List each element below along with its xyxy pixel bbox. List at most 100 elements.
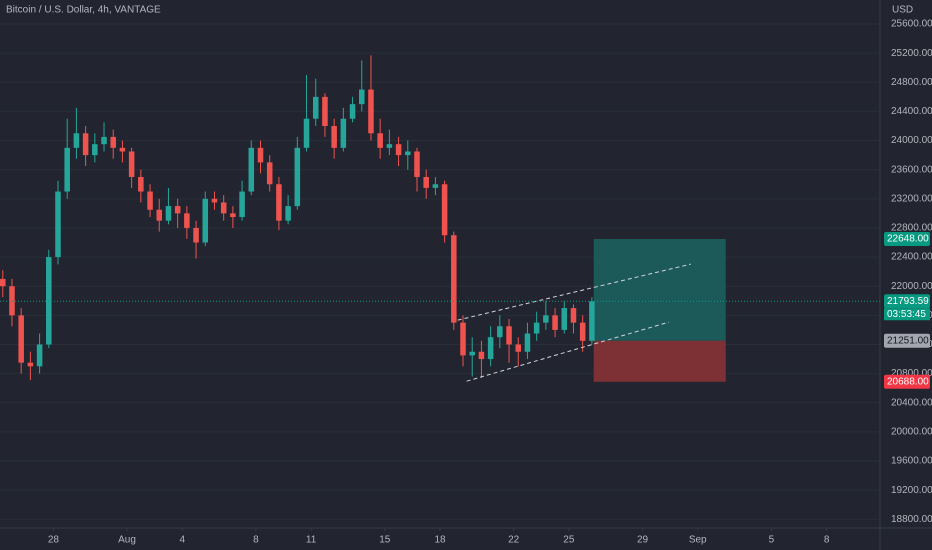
x-tick-label: 15 — [379, 535, 391, 546]
candle-body — [533, 322, 540, 334]
candle-body — [239, 191, 245, 218]
candle-body — [266, 162, 273, 185]
stop-label-bg — [884, 374, 930, 389]
candle-body — [312, 96, 319, 119]
candle-body — [552, 315, 558, 330]
y-tick-label: 19200.00 — [891, 485, 932, 496]
x-tick-label: 29 — [637, 535, 649, 546]
x-tick-label: Sep — [689, 535, 707, 546]
candle-body — [515, 344, 522, 352]
x-tick-label: 11 — [306, 535, 317, 546]
x-tick-label: 8 — [824, 535, 830, 546]
candle-body — [331, 125, 337, 148]
x-tick-label: 18 — [434, 535, 446, 546]
candle-body — [128, 151, 135, 177]
target-label-bg — [884, 232, 930, 247]
candle-body — [55, 191, 61, 258]
countdown-bg — [884, 308, 930, 321]
candle-body — [451, 235, 457, 323]
candle-body — [0, 278, 6, 287]
candle-body — [138, 176, 144, 192]
candle-body — [101, 136, 107, 145]
y-tick-label: 25600.00 — [891, 19, 932, 30]
x-tick-label: Aug — [118, 535, 136, 546]
candle-body — [36, 344, 43, 367]
candle-body — [570, 308, 577, 323]
candle-body — [193, 227, 199, 243]
candle-body — [294, 147, 301, 207]
candle-body — [469, 351, 475, 356]
loss-zone — [593, 340, 726, 382]
chart-title: Bitcoin / U.S. Dollar, 4h, VANTAGE — [6, 5, 161, 16]
trend-line — [466, 321, 669, 382]
stop-label: 20688.00 — [887, 376, 929, 387]
y-tick-label: 18800.00 — [891, 514, 932, 525]
y-tick-label: 22800.00 — [891, 223, 932, 234]
candle-body — [165, 206, 172, 221]
candle-body — [156, 209, 163, 221]
candle-body — [561, 308, 568, 330]
entry-label-bg — [884, 333, 930, 348]
candle-body — [64, 147, 70, 192]
candle-body — [589, 301, 595, 341]
candle-body — [202, 198, 209, 243]
candle-body — [27, 362, 34, 367]
candle-body — [368, 89, 374, 134]
candle-body — [9, 286, 15, 316]
y-tick-label: 24000.00 — [891, 135, 932, 146]
candle-body — [248, 147, 255, 192]
candle-body — [432, 184, 439, 188]
candle-body — [257, 147, 264, 163]
y-tick-label: 22000.00 — [891, 281, 932, 292]
y-tick-label: 20400.00 — [891, 397, 932, 408]
candle-body — [340, 118, 347, 148]
candle-body — [524, 333, 531, 352]
candle-body — [460, 322, 466, 356]
candle-body — [322, 96, 328, 126]
candle-body — [506, 326, 512, 345]
candle-body — [441, 184, 448, 236]
y-tick-label: 20800.00 — [891, 368, 932, 379]
candle-body — [414, 151, 420, 177]
last-price-label-bg — [884, 294, 930, 309]
candle-body — [377, 133, 383, 148]
candle-body — [543, 315, 549, 323]
candle-body — [110, 136, 116, 148]
candle-body — [423, 176, 429, 188]
y-tick-label: 23600.00 — [891, 164, 932, 175]
target-label: 22648.00 — [887, 234, 929, 245]
candle-body — [230, 213, 236, 218]
candle-body — [303, 118, 310, 148]
y-tick-label: 24400.00 — [891, 106, 932, 117]
candle-body — [276, 184, 282, 221]
candle-body — [92, 144, 98, 156]
candle-body — [73, 133, 80, 148]
candle-body — [211, 198, 218, 203]
y-tick-label: 22400.00 — [891, 252, 932, 263]
profit-zone — [593, 239, 726, 341]
candle-body — [386, 144, 393, 148]
y-tick-label: 25200.00 — [891, 48, 932, 59]
candle-body — [184, 213, 190, 228]
candle-body — [147, 191, 153, 210]
x-tick-label: 4 — [179, 535, 185, 546]
trend-line — [457, 263, 691, 321]
candle-body — [579, 322, 586, 341]
y-tick-label: 20000.00 — [891, 427, 932, 438]
candle-body — [497, 326, 503, 338]
x-tick-label: 22 — [508, 535, 520, 546]
y-tick-label: 24800.00 — [891, 77, 932, 88]
candle-body — [220, 202, 227, 214]
last-price-label: 21793.59 — [887, 296, 929, 307]
candle-body — [405, 151, 411, 156]
x-tick-label: 28 — [48, 535, 60, 546]
candle-body — [349, 104, 356, 119]
currency-label: USD — [892, 5, 913, 16]
y-tick-label: 19600.00 — [891, 456, 932, 467]
candle-body — [478, 351, 485, 360]
candle-body — [82, 133, 89, 156]
candle-body — [358, 89, 365, 105]
candle-body — [487, 337, 494, 360]
candle-body — [174, 206, 181, 214]
